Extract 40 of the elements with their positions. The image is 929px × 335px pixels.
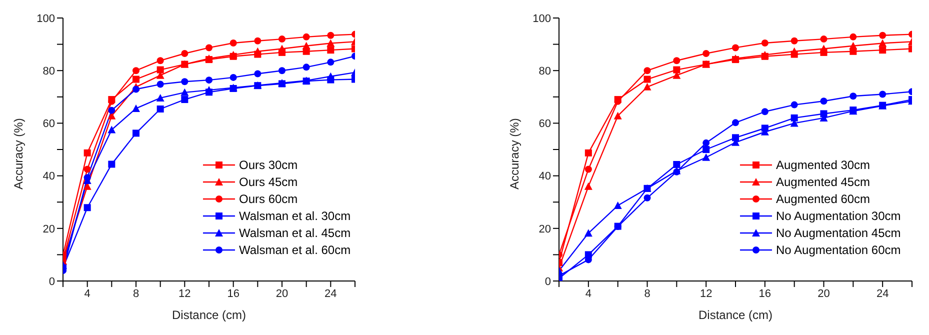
legend-label: Augmented 30cm [776,158,870,172]
legend-label: No Augmentation 45cm [776,226,901,240]
x-tick-label: 8 [132,288,140,300]
x-tick-label: 4 [84,288,90,300]
x-tick-label: 20 [818,288,830,300]
x-tick-label: 4 [585,288,592,300]
y-axis-title: Accuracy (%) [507,118,522,190]
y-tick-label: 60 [42,118,55,130]
legend-label: Ours 60cm [239,192,298,206]
x-axis-title: Distance (cm) [698,308,773,322]
x-tick-label: 16 [227,288,240,300]
y-tick-label: 100 [532,12,551,25]
legend-label: No Augmentation 60cm [776,242,901,256]
legend-label: Ours 45cm [239,174,298,188]
legend-label: Walsman et al. 60cm [239,242,351,256]
y-tick-label: 20 [538,223,551,236]
legend-label: No Augmentation 30cm [776,208,901,222]
y-tick-label: 60 [538,118,551,130]
y-tick-label: 40 [42,170,55,183]
legend-label: Augmented 45cm [776,174,870,188]
x-tick-label: 24 [324,288,337,300]
x-tick-label: 8 [644,288,650,300]
y-tick-label: 40 [538,170,551,183]
y-tick-label: 80 [538,66,551,78]
y-axis-title: Accuracy (%) [11,118,26,190]
x-tick-label: 16 [758,288,772,300]
legend-label: Augmented 60cm [776,192,870,206]
y-tick-label: 80 [42,66,55,78]
x-tick-label: 12 [700,288,712,300]
y-tick-label: 0 [48,276,55,288]
x-tick-label: 24 [876,288,889,300]
y-tick-label: 0 [544,276,551,288]
x-tick-label: 12 [178,288,191,300]
legend-label: Ours 30cm [239,158,298,172]
y-tick-label: 20 [42,223,55,236]
y-tick-label: 100 [36,12,55,25]
x-tick-label: 20 [276,288,288,300]
legend-label: Walsman et al. 45cm [239,226,351,240]
x-axis-title: Distance (cm) [172,308,246,322]
legend-label: Walsman et al. 30cm [239,208,351,222]
